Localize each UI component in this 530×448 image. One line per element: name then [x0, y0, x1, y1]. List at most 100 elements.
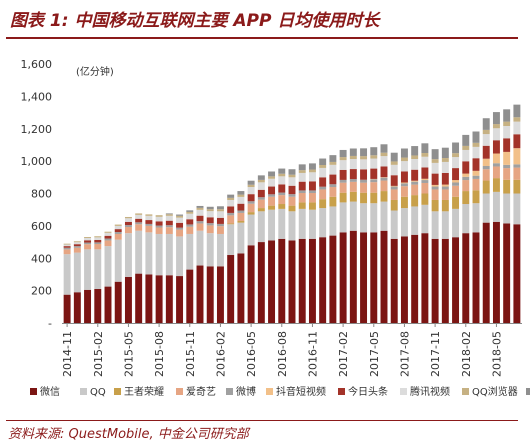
bar-segment — [513, 121, 521, 135]
bar-segment — [472, 158, 480, 171]
bar-segment — [513, 164, 521, 168]
bar-segment — [421, 167, 429, 179]
bar-segment — [431, 162, 439, 174]
bar-segment — [431, 238, 439, 323]
bar-segment — [513, 179, 521, 194]
bar-segment — [257, 179, 265, 183]
x-tick-label: 2018-02 — [460, 331, 473, 377]
bar-segment — [329, 235, 337, 323]
x-tick-label: 2015-05 — [122, 331, 135, 377]
x-tick-label: 2017-02 — [337, 331, 350, 377]
bar-segment — [339, 182, 347, 193]
bar-segment — [278, 195, 286, 205]
x-tick-label: 2016-08 — [276, 331, 289, 377]
bar-segment — [431, 189, 439, 200]
bar-segment — [319, 189, 327, 200]
bar-segment — [155, 216, 163, 222]
bar-segment — [411, 195, 419, 207]
bar-segment — [503, 151, 511, 165]
bar-segment — [390, 161, 398, 165]
bar-segment — [380, 230, 388, 323]
bar-segment — [472, 175, 480, 179]
x-tick-label: 2018-05 — [490, 331, 503, 377]
bar-segment — [390, 175, 398, 186]
bar-segment — [513, 104, 521, 118]
bar-segment — [186, 226, 194, 234]
bar-segment — [370, 182, 378, 193]
bar-segment — [124, 227, 132, 234]
bar-segment — [462, 233, 470, 323]
bar-segment — [492, 221, 500, 323]
bar-segment — [206, 225, 214, 234]
bar-segment — [472, 203, 480, 233]
bar-segment — [482, 169, 490, 181]
bar-segment — [472, 190, 480, 204]
bar-segment — [452, 196, 460, 209]
bar-segment — [452, 180, 460, 183]
bar-segment — [237, 191, 245, 195]
bar-segment — [492, 163, 500, 167]
bar-segment — [411, 180, 419, 182]
bar-segment — [104, 286, 112, 323]
bar-segment — [349, 148, 357, 156]
bar-segment — [513, 134, 521, 149]
bar-segment — [135, 222, 143, 225]
legend-label: 王者荣耀 — [124, 386, 164, 398]
y-tick-label: 1,000 — [21, 155, 53, 168]
bar-segment — [257, 197, 265, 200]
bar-segment — [462, 191, 470, 205]
x-tick-label: 2015-02 — [92, 331, 105, 377]
bar-segment — [482, 118, 490, 130]
legend-label: QQ — [90, 387, 106, 398]
bar-segment — [186, 210, 194, 212]
bar-segment — [452, 157, 460, 169]
bar-segment — [452, 237, 460, 323]
bar-segment — [298, 164, 306, 171]
y-tick-label: 200 — [31, 285, 52, 298]
bar-segment — [237, 221, 245, 223]
bar-segment — [288, 240, 296, 323]
bar-segment — [441, 186, 449, 190]
bar-segment — [135, 218, 143, 223]
bar-segment — [411, 159, 419, 170]
bar-segment — [452, 153, 460, 158]
bar-segment — [104, 232, 112, 236]
bar-segment — [452, 142, 460, 154]
bar-segment — [329, 164, 337, 175]
bar-segment — [288, 196, 296, 206]
bar-segment — [196, 205, 204, 208]
bar-segment — [319, 177, 327, 187]
legend-swatch — [400, 388, 407, 395]
bar-segment — [268, 196, 276, 206]
bar-segment — [349, 159, 357, 170]
bar-segment — [482, 193, 490, 223]
bar-segment — [339, 192, 347, 203]
bar-segment — [492, 124, 500, 129]
bar-segment — [114, 225, 122, 230]
bar-segment — [503, 179, 511, 194]
bar-segment — [206, 211, 214, 218]
y-axis: - 200 400 600 800 1,000 1,200 1,400 1,600 (亿分钟) — [21, 58, 114, 330]
bar-segment — [104, 246, 112, 287]
bar-segment — [492, 128, 500, 141]
bar-segment — [114, 233, 122, 240]
bar-segment — [452, 182, 460, 186]
bar-segment — [452, 208, 460, 238]
bar-segment — [492, 112, 500, 125]
bar-segment — [176, 215, 184, 218]
y-tick-label: 800 — [31, 188, 52, 201]
bar-segment — [380, 156, 388, 167]
bar-segment — [176, 222, 184, 228]
legend-label: 今日头条 — [348, 385, 388, 398]
bar-segment — [216, 223, 224, 227]
bar-segment — [421, 156, 429, 168]
bar-segment — [308, 169, 316, 173]
bar-segment — [349, 181, 357, 192]
x-axis: 2014-11 2015-02 2015-05 2015-08 2015-11 2016-… — [61, 323, 522, 377]
x-tick-label: 2017-05 — [368, 331, 381, 377]
bar-segment — [84, 238, 92, 241]
bar-segment — [288, 194, 296, 197]
bar-segment — [441, 211, 449, 239]
bar-segment — [216, 206, 224, 210]
bar-segment — [114, 229, 122, 233]
